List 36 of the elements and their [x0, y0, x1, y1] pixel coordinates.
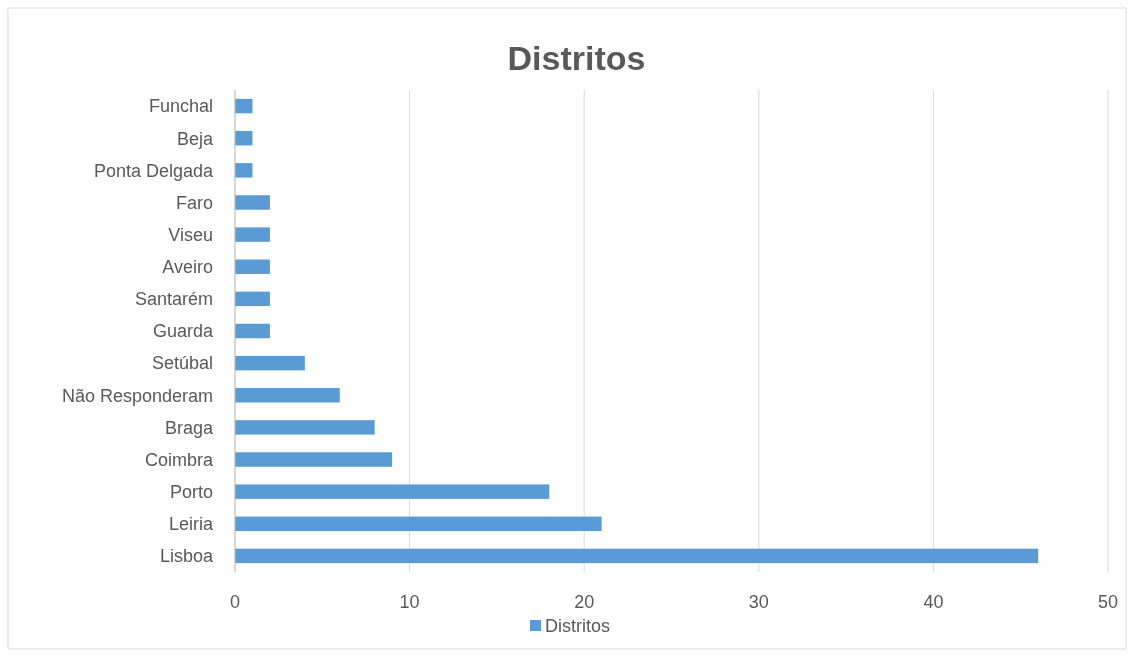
- bar: [235, 163, 253, 178]
- x-tick-label: 30: [748, 592, 769, 612]
- x-tick-label: 40: [923, 592, 944, 612]
- bar: [235, 227, 270, 242]
- bar: [235, 355, 305, 371]
- x-tick-label: 10: [399, 592, 420, 612]
- y-tick-label: Faro: [175, 192, 213, 213]
- bar: [235, 452, 393, 467]
- y-tick-label: Coimbra: [144, 449, 214, 470]
- x-tick-label: 20: [574, 592, 595, 612]
- y-tick-label: Braga: [164, 417, 214, 438]
- x-tick-label: 50: [1097, 592, 1119, 612]
- legend-label: Distritos: [545, 616, 611, 637]
- y-tick-label: Guarda: [152, 321, 214, 342]
- bar: [235, 420, 375, 435]
- y-tick-label: Setúbal: [151, 353, 213, 374]
- bar: [235, 548, 1039, 564]
- y-tick-label: Viseu: [168, 224, 213, 245]
- y-tick-label: Aveiro: [162, 257, 213, 278]
- x-tick-label: 0: [229, 592, 241, 612]
- y-tick-label: Ponta Delgada: [93, 160, 214, 181]
- y-tick-label: Beja: [176, 128, 214, 149]
- y-tick-label: Porto: [169, 481, 213, 502]
- bar: [235, 484, 550, 499]
- y-tick-label: Lisboa: [159, 546, 214, 567]
- bar: [235, 516, 602, 532]
- bar: [235, 259, 270, 274]
- bar: [235, 323, 270, 339]
- y-tick-label: Leiria: [168, 514, 214, 535]
- bar: [235, 388, 340, 403]
- y-tick-label: Funchal: [148, 96, 213, 117]
- bar: [235, 291, 270, 307]
- y-tick-label: Não Responderam: [61, 385, 213, 406]
- y-tick-label: Santarém: [134, 289, 213, 310]
- chart-title: Distritos: [507, 39, 646, 77]
- bar: [235, 195, 270, 210]
